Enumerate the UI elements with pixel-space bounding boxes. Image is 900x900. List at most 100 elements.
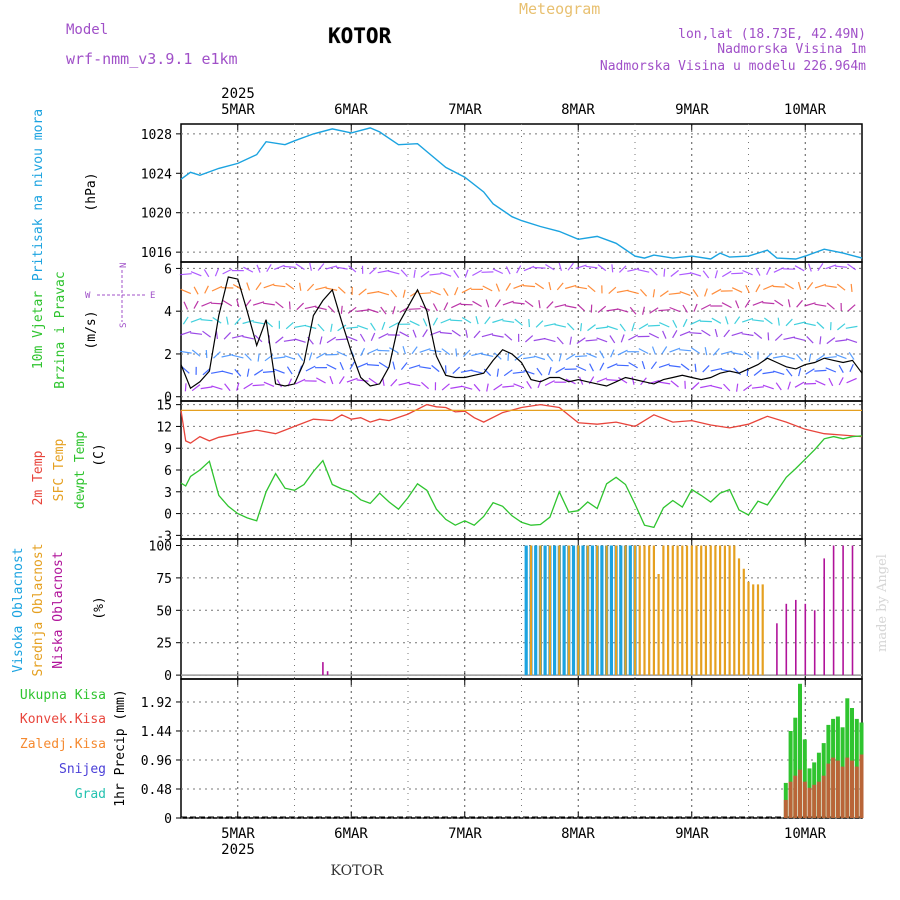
- wind-arrow: [575, 355, 588, 358]
- wind-arrow: [419, 348, 431, 353]
- wind-arrow: [783, 355, 795, 360]
- wind-arrow: [388, 270, 400, 275]
- wind-arrow: [679, 291, 691, 296]
- wind-arrow: [180, 288, 192, 295]
- wind-arrow: [430, 290, 441, 296]
- wind-arrow: [411, 346, 418, 355]
- wind-arrow: [753, 368, 763, 376]
- wind-arrow: [181, 366, 190, 374]
- wind-arrow: [315, 306, 327, 311]
- elevation-text: Nadmorska Visina 1m: [717, 42, 866, 57]
- precip-unit-text: 1hr Precip (mm): [113, 689, 128, 806]
- wind-arrow: [743, 350, 752, 359]
- wind-arrow: [762, 384, 774, 390]
- wind-arrow: [528, 319, 530, 328]
- conv-precip-bar: [793, 775, 798, 818]
- panel-frame-4: [180, 678, 863, 819]
- wind-arrow: [693, 303, 698, 312]
- wind-arrow: [652, 289, 656, 298]
- wind-arrow: [402, 346, 406, 355]
- coords-text: lon,lat (18.73E, 42.49N): [678, 27, 866, 42]
- wind-arrow: [658, 381, 671, 385]
- wind-panel: 0 2 4 6: [164, 261, 863, 406]
- wind-arrow: [266, 263, 272, 273]
- wind-arrow: [565, 353, 576, 361]
- wind-arrow: [755, 267, 761, 276]
- wind-arrow: [595, 326, 608, 330]
- wind-arrow: [513, 383, 525, 389]
- wind-arrow: [243, 266, 254, 273]
- y-tick-label: 1016: [141, 246, 172, 261]
- wind-arrow: [234, 317, 242, 326]
- wind-arrow: [211, 385, 223, 390]
- wind-arrow: [472, 269, 482, 277]
- wind-arrow: [670, 269, 679, 277]
- y-tick-label: 25: [156, 637, 172, 652]
- wind-arrow: [346, 336, 358, 342]
- wind-arrow: [388, 347, 399, 354]
- wind-arrow: [294, 324, 307, 328]
- wind-arrow: [491, 334, 504, 338]
- wind-arrow: [814, 283, 826, 289]
- wind-arrow: [794, 265, 805, 272]
- wind-arrow: [213, 351, 221, 359]
- wind-arrow: [367, 348, 379, 355]
- wind-arrow: [493, 383, 503, 391]
- wind-compass: N S W E: [85, 263, 155, 328]
- bottom-day-label-4: 9MAR: [675, 826, 709, 842]
- wind-arrow: [638, 323, 649, 330]
- wind-arrow: [356, 379, 369, 382]
- conv-precip-bar: [821, 775, 826, 818]
- compass-north: N: [119, 263, 129, 268]
- wind-arrow: [742, 269, 753, 276]
- wind-arrow: [661, 346, 668, 355]
- wind-arrow: [440, 318, 452, 324]
- wind-arrow: [200, 386, 213, 390]
- wind-arrow: [846, 338, 858, 343]
- y-tick-label: 1028: [141, 128, 172, 143]
- wind-arrow: [798, 368, 802, 377]
- wind-arrow: [690, 319, 701, 325]
- wind-arrow: [326, 363, 337, 370]
- precip-legend-total: Ukupna Kisa: [20, 688, 106, 703]
- wind-arrow: [358, 288, 367, 296]
- wind-arrow: [751, 319, 764, 322]
- conv-precip-bar: [798, 769, 802, 818]
- wind-arrow: [772, 355, 785, 359]
- wind-arrow: [223, 331, 232, 340]
- wind-arrow: [471, 352, 483, 357]
- wind-arrow: [734, 316, 741, 325]
- wind-arrow: [252, 321, 265, 325]
- wind-arrow: [325, 287, 338, 291]
- wind-arrow: [496, 368, 499, 377]
- wind-arrow: [523, 369, 535, 375]
- wind-arrow: [710, 385, 723, 390]
- wind-arrow: [816, 321, 825, 329]
- wind-arrow: [380, 306, 387, 315]
- wind-arrow: [548, 366, 552, 376]
- wind-arrow: [629, 306, 637, 315]
- wind-arrow: [246, 282, 251, 291]
- wind-arrow: [317, 323, 325, 332]
- bottom-date-axis: 5MAR 6MAR 7MAR 8MAR 9MAR 10MAR 2025: [221, 826, 826, 858]
- wind-arrow: [273, 284, 286, 288]
- wind-arrow: [663, 268, 666, 277]
- wind-arrow: [723, 329, 730, 338]
- wind-arrow: [484, 316, 491, 325]
- wind-arrow: [493, 352, 502, 360]
- wind-arrow: [694, 363, 697, 372]
- wind-arrow: [793, 337, 806, 341]
- wind-arrow: [204, 285, 209, 294]
- wind-arrow: [699, 320, 712, 323]
- wind-arrow: [606, 325, 618, 331]
- wind-arrow: [256, 264, 261, 273]
- wind-arrow: [721, 350, 733, 355]
- conv-precip-bar: [807, 787, 812, 818]
- wind-arrow: [316, 377, 326, 384]
- wind-arrow: [211, 285, 223, 292]
- wind-arrow: [513, 283, 525, 289]
- conv-precip-bar: [850, 760, 854, 818]
- wind-arrow: [494, 299, 501, 308]
- wind-arrow: [193, 286, 199, 295]
- wind-arrow: [670, 380, 679, 388]
